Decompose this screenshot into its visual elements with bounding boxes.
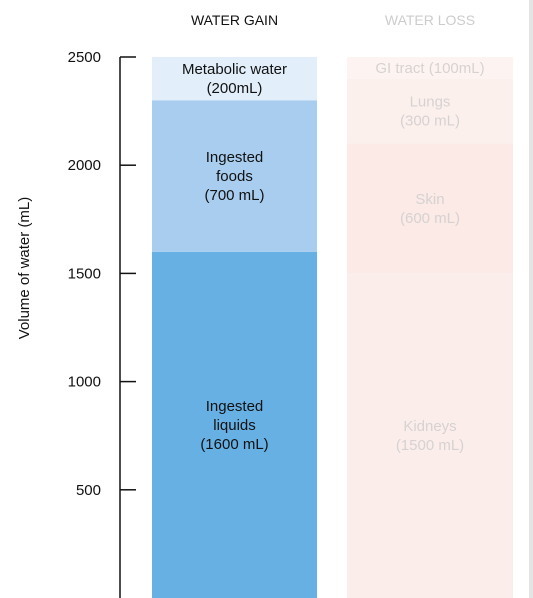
y-axis-label: Volume of water (mL)	[16, 197, 33, 340]
segment-label: (700 mL)	[204, 187, 264, 204]
segment-label: Ingested	[206, 149, 264, 166]
segment-label: liquids	[213, 417, 256, 434]
y-tick-label: 1000	[68, 374, 101, 391]
segment-label: (200mL)	[207, 80, 263, 97]
segment-label: (300 mL)	[400, 113, 460, 130]
bar-segment	[152, 251, 317, 598]
bar-segment	[347, 57, 513, 79]
category-header: WATER GAIN	[191, 12, 278, 28]
bar-segment	[152, 57, 317, 101]
bar-segment	[347, 273, 513, 598]
right-border	[529, 0, 533, 598]
bar-segment	[347, 143, 513, 274]
segment-label: GI tract (100mL)	[375, 60, 484, 77]
y-tick-label: 1500	[68, 265, 101, 282]
segment-label: (1600 mL)	[200, 436, 268, 453]
segment-label: foods	[216, 168, 253, 185]
segment-label: Ingested	[206, 398, 264, 415]
segment-label: Lungs	[410, 94, 451, 111]
y-tick-label: 2500	[68, 49, 101, 66]
segment-label: Metabolic water	[182, 61, 287, 78]
segment-label: (600 mL)	[400, 210, 460, 227]
y-tick-label: 2000	[68, 157, 101, 174]
category-header: WATER LOSS	[385, 12, 475, 28]
segment-label: Kidneys	[403, 418, 456, 435]
segment-label: (1500 mL)	[396, 437, 464, 454]
y-tick-label: 500	[76, 482, 101, 499]
bar-segment	[152, 100, 317, 252]
segment-label: Skin	[415, 191, 444, 208]
bar-segment	[347, 78, 513, 144]
